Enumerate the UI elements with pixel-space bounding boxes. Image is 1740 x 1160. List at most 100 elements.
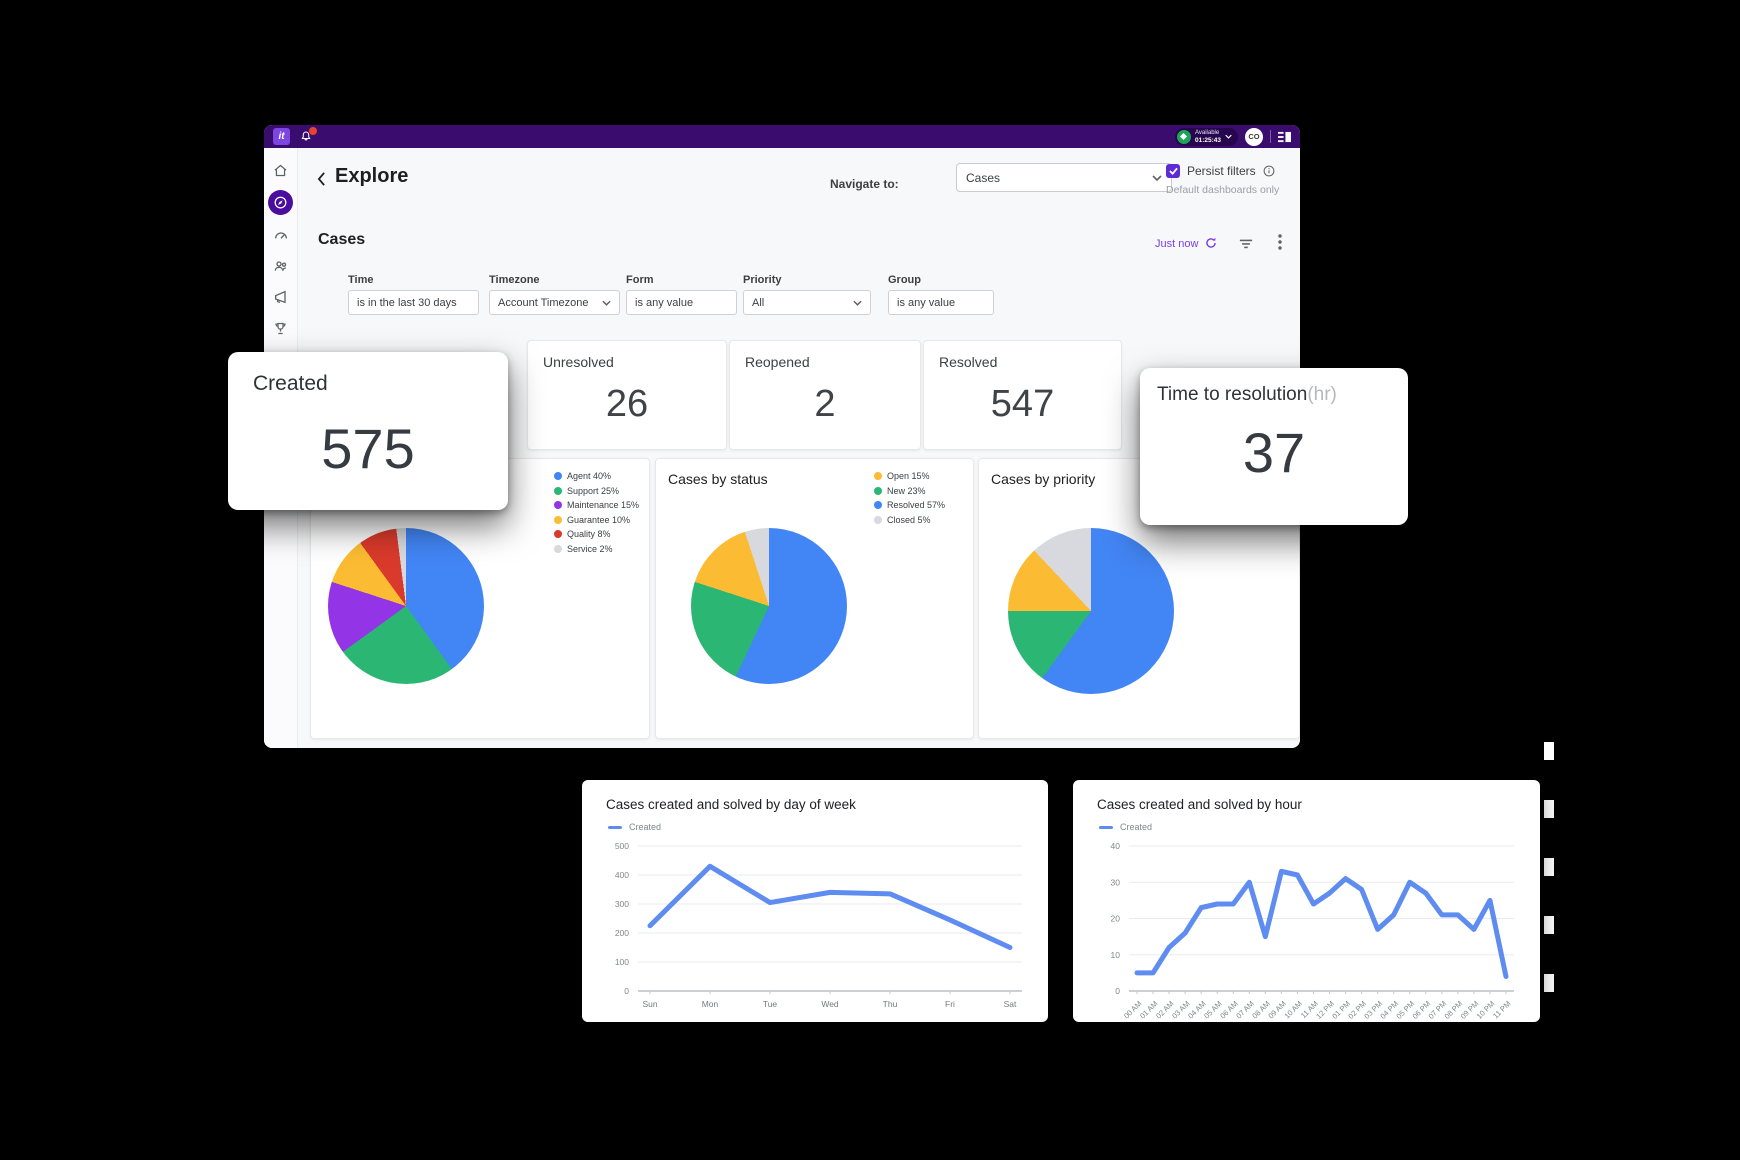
user-avatar[interactable]: CO	[1245, 127, 1263, 146]
page-title: Explore	[335, 165, 409, 187]
filter-time-input[interactable]: is in the last 30 days	[348, 290, 479, 315]
legend-swatch	[608, 825, 622, 829]
svg-text:200: 200	[615, 928, 629, 938]
chevron-down-icon	[1225, 134, 1232, 139]
sidebar-item-dashboard[interactable]	[270, 224, 292, 246]
topbar-divider	[1270, 130, 1271, 143]
chart-legend: Created	[608, 822, 661, 832]
legend-item: New 23%	[874, 486, 945, 496]
pie-legend: Agent 40% Support 25% Maintenance 15% Guara…	[554, 471, 639, 554]
svg-text:Mon: Mon	[702, 999, 719, 1009]
filter-form-input[interactable]: is any value	[626, 290, 737, 315]
line-chart-by-hour: 0 10 20 30 40 00 AM 01 AM 02 AM 03 AM 04 AM 05 AM 0…	[1073, 836, 1540, 1022]
pie-card-cases-by-status: Cases by status Open 15% New 23% Resolved …	[655, 458, 974, 739]
app-logo-icon[interactable]: it	[273, 128, 290, 145]
status-label: Available	[1194, 129, 1220, 136]
filter-form: Form is any value	[626, 274, 737, 315]
kpi-card-resolved: Resolved 547	[923, 340, 1122, 450]
pie-chart	[328, 528, 484, 684]
svg-text:0: 0	[1115, 986, 1120, 996]
back-button[interactable]	[317, 172, 331, 188]
topbar-right-cluster: Available 01:25:43 CO	[1174, 127, 1291, 146]
notification-badge	[309, 126, 317, 135]
svg-text:Sat: Sat	[1004, 999, 1017, 1009]
check-icon	[1168, 167, 1178, 175]
legend-item: Maintenance 15%	[554, 500, 639, 510]
panel-toggle-icon[interactable]	[1278, 131, 1291, 143]
legend-label: Created	[1120, 822, 1153, 832]
svg-text:10: 10	[1111, 950, 1121, 960]
legend-item: Agent 40%	[554, 471, 639, 481]
navigate-select[interactable]: Cases	[956, 163, 1172, 192]
chart-title: Cases created and solved by hour	[1097, 797, 1302, 812]
notifications-bell-icon[interactable]	[299, 126, 317, 145]
gauge-icon	[274, 232, 287, 239]
sidebar-item-campaigns[interactable]	[270, 286, 292, 308]
pie-chart	[1008, 528, 1174, 694]
filter-label: Form	[626, 274, 654, 286]
svg-text:100: 100	[615, 957, 629, 967]
pie-chart	[691, 528, 847, 684]
legend-item: Guarantee 10%	[554, 515, 639, 525]
info-icon[interactable]	[1263, 165, 1275, 177]
sidebar-item-explore[interactable]	[268, 190, 293, 215]
svg-text:Tue: Tue	[763, 999, 778, 1009]
svg-text:30: 30	[1111, 877, 1121, 887]
chevron-down-icon	[853, 300, 862, 306]
navigate-select-value: Cases	[966, 170, 1001, 185]
filter-priority-select[interactable]: All	[743, 290, 871, 315]
sidebar-item-customers[interactable]	[270, 255, 292, 277]
kpi-label: Time to resolution	[1157, 384, 1308, 405]
legend-swatch	[1099, 825, 1113, 829]
navigate-to-label: Navigate to:	[830, 177, 899, 191]
kpi-label: Resolved	[939, 354, 998, 370]
kpi-label: Unresolved	[543, 354, 614, 370]
svg-text:300: 300	[615, 899, 629, 909]
floating-kpi-time-to-resolution: Time to resolution(hr) 37	[1140, 368, 1408, 525]
svg-text:10 PM: 10 PM	[1475, 999, 1497, 1021]
chart-card-by-hour: Cases created and solved by hour Created…	[1073, 780, 1540, 1022]
sidebar-item-home[interactable]	[270, 159, 292, 181]
chart-title: Cases by priority	[991, 471, 1096, 487]
filter-label: Time	[348, 274, 374, 286]
filter-timezone: Timezone Account Timezone	[489, 274, 620, 315]
svg-text:11 PM: 11 PM	[1491, 999, 1512, 1020]
refresh-icon[interactable]	[1202, 234, 1220, 252]
legend-label: Created	[629, 822, 662, 832]
legend-item: Service 2%	[554, 544, 639, 554]
svg-text:0: 0	[624, 986, 629, 996]
top-bar: it Available 01:25:43 CO	[264, 125, 1300, 148]
kebab-menu-icon[interactable]	[1271, 233, 1289, 251]
persist-filters-checkbox[interactable]	[1166, 164, 1180, 178]
kpi-value: 547	[990, 383, 1055, 425]
availability-toggle[interactable]: Available 01:25:43	[1174, 127, 1238, 146]
filter-icon[interactable]	[1237, 235, 1255, 253]
chart-card-by-day-of-week: Cases created and solved by day of week …	[582, 780, 1048, 1022]
svg-text:20: 20	[1111, 914, 1121, 924]
pie-legend: Open 15% New 23% Resolved 57% Closed 5%	[874, 471, 945, 525]
svg-text:400: 400	[615, 870, 629, 880]
svg-text:Wed: Wed	[821, 999, 839, 1009]
kpi-value: 575	[321, 417, 415, 480]
svg-text:Sun: Sun	[642, 999, 657, 1009]
svg-text:Fri: Fri	[945, 999, 955, 1009]
persist-filters-label: Persist filters	[1187, 164, 1256, 178]
compass-icon	[274, 196, 287, 209]
sidebar-item-achievements[interactable]	[270, 317, 292, 339]
trophy-icon	[275, 322, 286, 334]
chart-title: Cases by status	[668, 471, 768, 487]
dashed-edge-decoration	[1544, 742, 1554, 1025]
kpi-label-suffix: (hr)	[1307, 384, 1337, 405]
kpi-value: 2	[814, 383, 836, 425]
legend-item: Support 25%	[554, 486, 639, 496]
status-timer: 01:25:43	[1194, 136, 1221, 144]
users-icon	[274, 261, 286, 271]
megaphone-icon	[274, 290, 286, 304]
persist-filters-subtext: Default dashboards only	[1166, 184, 1280, 196]
kpi-label: Created	[253, 372, 328, 395]
filter-timezone-select[interactable]: Account Timezone	[489, 290, 620, 315]
filter-group-input[interactable]: is any value	[888, 290, 994, 315]
line-chart-day-of-week: 0 100 200 300 400 500 Sun Mon Tue Wed Thu Fri Sat	[582, 836, 1048, 1022]
filter-label: Group	[888, 274, 921, 286]
available-status-icon	[1176, 129, 1191, 144]
